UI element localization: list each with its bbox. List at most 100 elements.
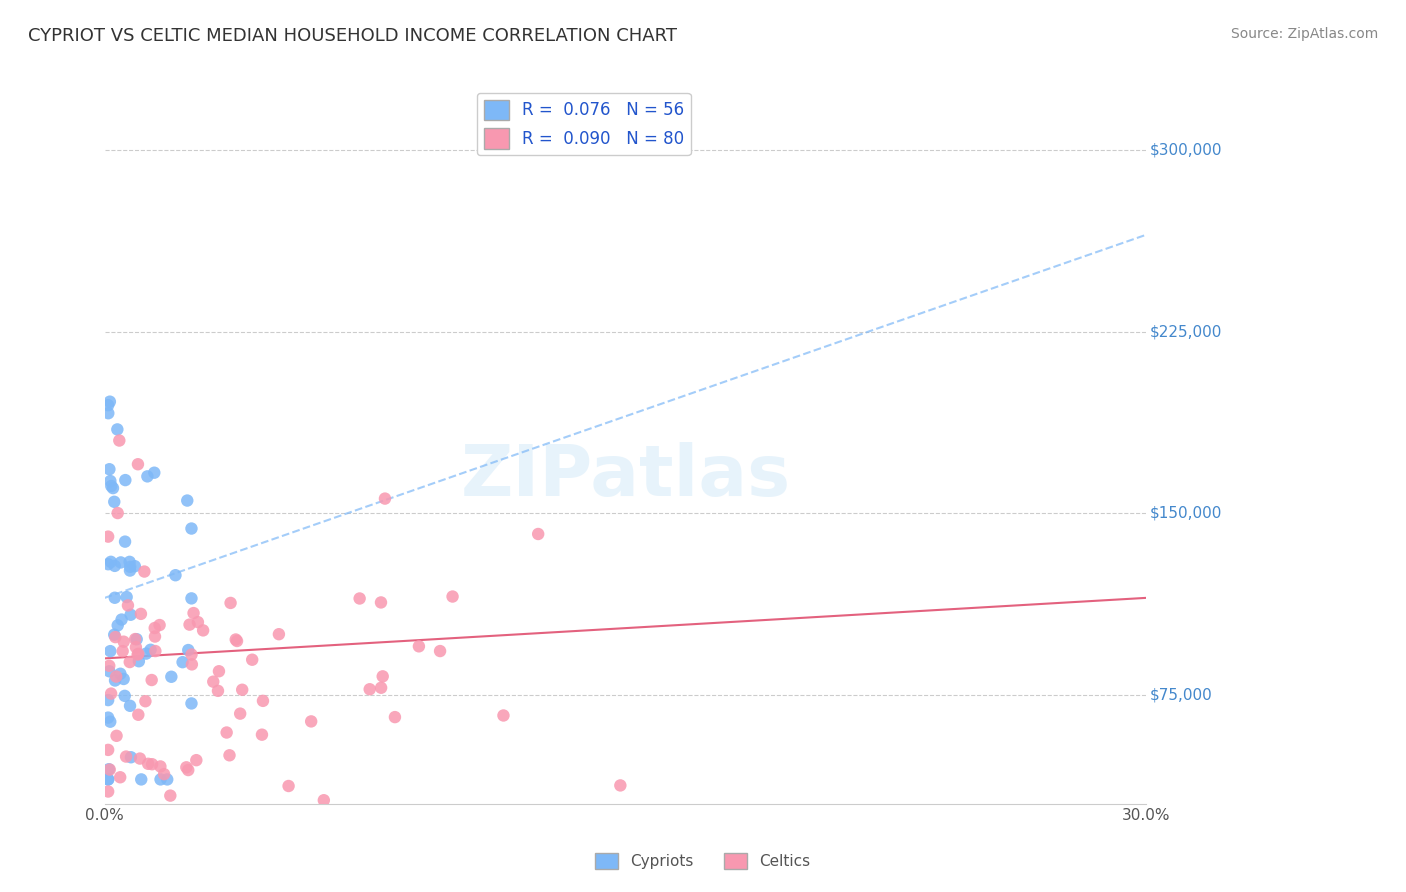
Point — [105, 669, 128, 683]
Point — [97, 693, 120, 707]
Point — [97, 772, 120, 787]
Point — [143, 630, 166, 644]
Point — [225, 632, 247, 647]
Point — [218, 748, 240, 763]
Point — [312, 793, 335, 807]
Point — [98, 462, 121, 476]
Point — [172, 655, 194, 669]
Point — [115, 749, 138, 764]
Text: Source: ZipAtlas.com: Source: ZipAtlas.com — [1230, 27, 1378, 41]
Point — [179, 617, 201, 632]
Point — [136, 756, 159, 771]
Point — [120, 750, 142, 764]
Point — [120, 559, 142, 574]
Point — [118, 655, 141, 669]
Point — [176, 493, 198, 508]
Point — [202, 674, 225, 689]
Point — [156, 772, 179, 787]
Point — [100, 687, 122, 701]
Point — [180, 697, 202, 711]
Point — [103, 495, 125, 509]
Point — [127, 648, 149, 662]
Point — [136, 469, 159, 483]
Point — [207, 683, 229, 698]
Point — [371, 669, 394, 683]
Point — [127, 707, 149, 722]
Point — [229, 706, 252, 721]
Point — [267, 627, 290, 641]
Point — [110, 556, 132, 570]
Point — [187, 615, 209, 629]
Point — [125, 640, 148, 655]
Point — [114, 473, 136, 487]
Point — [149, 759, 172, 773]
Point — [215, 725, 238, 739]
Point — [115, 590, 138, 604]
Point — [277, 779, 299, 793]
Point — [110, 613, 132, 627]
Point — [114, 534, 136, 549]
Point — [124, 632, 146, 646]
Point — [180, 657, 202, 672]
Text: ZIPatlas: ZIPatlas — [460, 442, 790, 511]
Point — [153, 767, 176, 781]
Point — [191, 624, 214, 638]
Point — [429, 644, 451, 658]
Point — [118, 555, 141, 569]
Point — [141, 757, 163, 772]
Point — [107, 618, 129, 632]
Point — [98, 394, 121, 409]
Point — [120, 607, 142, 622]
Point — [149, 618, 172, 632]
Point — [112, 672, 135, 686]
Point — [408, 640, 430, 654]
Point — [359, 682, 381, 697]
Point — [100, 555, 122, 569]
Point — [143, 466, 166, 480]
Point — [143, 621, 166, 635]
Text: $300,000: $300,000 — [1150, 143, 1222, 158]
Text: $75,000: $75,000 — [1150, 687, 1212, 702]
Point — [159, 789, 181, 803]
Point — [128, 654, 150, 668]
Point — [110, 666, 132, 681]
Point — [160, 670, 183, 684]
Point — [441, 590, 464, 604]
Point — [250, 728, 273, 742]
Point — [226, 634, 249, 648]
Point — [107, 506, 129, 520]
Point — [98, 658, 121, 673]
Point — [101, 481, 124, 495]
Point — [104, 591, 127, 605]
Point — [177, 763, 200, 777]
Point — [111, 644, 134, 658]
Point — [208, 665, 231, 679]
Point — [97, 784, 120, 798]
Point — [180, 648, 202, 662]
Point — [104, 630, 127, 644]
Text: $150,000: $150,000 — [1150, 506, 1222, 521]
Text: CYPRIOT VS CELTIC MEDIAN HOUSEHOLD INCOME CORRELATION CHART: CYPRIOT VS CELTIC MEDIAN HOUSEHOLD INCOM… — [28, 27, 678, 45]
Point — [129, 751, 152, 765]
Point — [384, 710, 406, 724]
Point — [370, 681, 392, 695]
Point — [108, 770, 131, 784]
Point — [139, 642, 162, 657]
Point — [149, 772, 172, 787]
Point — [108, 434, 131, 448]
Point — [98, 474, 121, 488]
Legend: Cypriots, Celtics: Cypriots, Celtics — [589, 847, 817, 875]
Point — [527, 527, 550, 541]
Point — [98, 763, 121, 777]
Point — [124, 559, 146, 574]
Point — [104, 558, 127, 573]
Point — [370, 595, 392, 609]
Point — [231, 682, 253, 697]
Point — [165, 568, 187, 582]
Point — [219, 596, 242, 610]
Point — [177, 643, 200, 657]
Point — [129, 607, 152, 621]
Point — [97, 558, 120, 572]
Point — [118, 564, 141, 578]
Point — [180, 591, 202, 606]
